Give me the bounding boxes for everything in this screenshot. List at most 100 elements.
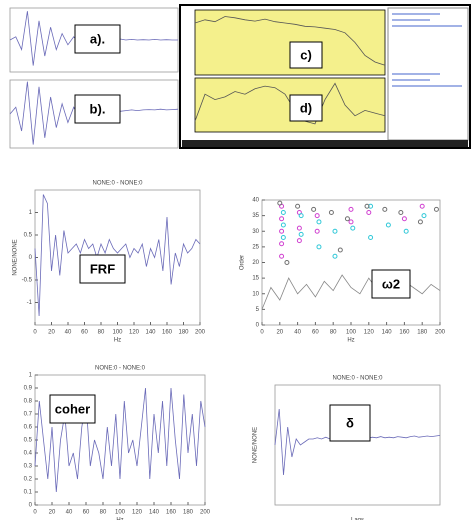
annotation: coher: [55, 401, 90, 416]
data-point: [337, 247, 343, 253]
annotation: b).: [90, 101, 106, 116]
x-tick-label: 140: [382, 330, 393, 336]
x-tick-label: 60: [312, 330, 319, 336]
x-tick-label: 120: [364, 330, 375, 336]
annotation-box: [289, 41, 323, 69]
data-point: [279, 216, 285, 222]
y-tick-label: 0.5: [24, 438, 33, 444]
annotation: δ: [346, 415, 354, 430]
x-tick-label: 40: [65, 330, 72, 336]
x-tick-label: 180: [417, 330, 428, 336]
data-point: [280, 210, 286, 215]
y-tick-label: 20: [252, 260, 259, 266]
x-tick-label: 60: [81, 330, 88, 336]
data-point: [403, 228, 409, 234]
data-point: [382, 206, 388, 212]
x-tick-label: 200: [435, 330, 446, 336]
x-axis-label: Hz: [347, 338, 354, 344]
annotation-box: [371, 269, 411, 299]
data-point: [350, 225, 356, 231]
chart-title: NONE:0 - NONE:0: [332, 376, 383, 382]
x-tick-label: 160: [399, 330, 410, 336]
data-point: [398, 210, 404, 215]
x-tick-label: 180: [183, 510, 194, 516]
data-point: [344, 216, 350, 222]
x-tick-label: 200: [195, 330, 206, 336]
x-tick-label: 100: [112, 330, 123, 336]
annotation-box: [74, 94, 121, 124]
data-point: [295, 203, 301, 209]
data-point: [433, 206, 439, 212]
data-line: [194, 16, 386, 66]
annotation: c): [300, 47, 312, 62]
y-tick-label: 0.2: [24, 477, 33, 483]
data-point: [332, 228, 338, 234]
x-tick-label: 80: [330, 330, 337, 336]
info-lines: [392, 13, 462, 87]
y-tick-label: 5: [256, 307, 260, 313]
chart-title: NONE:0 - NONE:0: [92, 181, 143, 187]
annotation-box: [49, 394, 96, 424]
y-tick-label: 30: [252, 229, 259, 235]
data-point: [366, 210, 372, 215]
data-point: [277, 200, 283, 206]
annotation: FRF: [90, 261, 115, 276]
annotation: a).: [90, 31, 105, 46]
x-tick-label: 120: [132, 510, 143, 516]
x-tick-label: 20: [276, 330, 283, 336]
x-tick-label: 20: [48, 330, 55, 336]
data-point: [332, 253, 338, 259]
x-axis-label: Lags: [351, 518, 364, 520]
y-axis-label: Order: [240, 255, 246, 270]
data-point: [311, 206, 317, 212]
y-tick-label: 0: [29, 503, 33, 509]
data-point: [385, 222, 391, 228]
y-tick-label: 0.7: [24, 412, 33, 418]
y-tick-label: -1: [27, 300, 33, 306]
x-tick-label: 140: [145, 330, 156, 336]
x-tick-label: 0: [33, 510, 37, 516]
data-point: [314, 213, 320, 219]
status-bar: [182, 140, 468, 147]
y-axis-label: NONE/NONE: [13, 239, 19, 275]
x-tick-label: 0: [33, 330, 37, 336]
data-point: [284, 260, 290, 265]
x-tick-label: 80: [100, 510, 107, 516]
data-point: [280, 235, 286, 240]
data-point: [316, 219, 322, 225]
data-point: [279, 228, 285, 234]
data-point: [328, 210, 334, 215]
data-point: [296, 225, 302, 231]
data-point: [364, 203, 370, 209]
data-point: [279, 253, 285, 259]
y-tick-label: 0: [256, 323, 260, 329]
x-tick-label: 100: [346, 330, 357, 336]
data-point: [368, 235, 374, 240]
x-tick-label: 80: [98, 330, 105, 336]
x-tick-label: 180: [178, 330, 189, 336]
y-tick-label: 35: [252, 213, 259, 219]
data-point: [401, 216, 407, 222]
data-point: [298, 213, 304, 219]
y-tick-label: 25: [252, 244, 259, 250]
data-point: [279, 241, 285, 247]
data-point: [421, 213, 427, 219]
data-point: [348, 219, 354, 225]
data-point: [348, 206, 354, 212]
x-tick-label: 160: [166, 510, 177, 516]
annotation-box: [79, 254, 126, 284]
y-tick-label: 15: [252, 276, 259, 282]
y-tick-label: 0.8: [24, 399, 33, 405]
y-tick-label: 1: [29, 373, 33, 379]
y-tick-label: 0.1: [24, 490, 33, 496]
chart-title: NONE:0 - NONE:0: [95, 366, 146, 372]
data-point: [280, 222, 286, 228]
annotation: ω2: [382, 276, 400, 291]
data-point: [314, 228, 320, 234]
x-tick-label: 200: [200, 510, 211, 516]
y-tick-label: 10: [252, 291, 259, 297]
x-tick-label: 160: [162, 330, 173, 336]
x-tick-label: 20: [49, 510, 56, 516]
annotation-box: [329, 404, 371, 442]
